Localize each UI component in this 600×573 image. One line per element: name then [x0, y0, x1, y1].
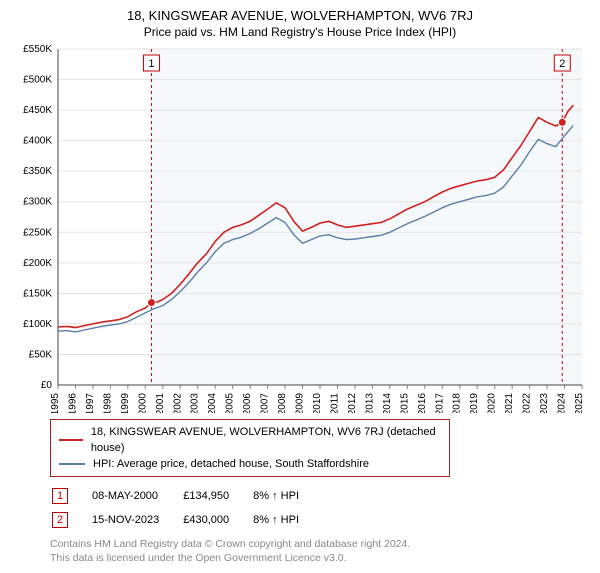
y-tick-label: £450K	[23, 105, 52, 116]
x-tick-label: 2014	[382, 393, 393, 413]
x-tick-label: 2025	[574, 393, 585, 413]
marker-row-delta: 8% ↑ HPI	[253, 485, 321, 507]
x-tick-label: 2024	[557, 393, 568, 413]
x-tick-label: 2010	[312, 393, 323, 413]
x-tick-label: 2018	[452, 393, 463, 413]
marker-row-price: £134,950	[183, 485, 251, 507]
x-tick-label: 2023	[539, 393, 550, 413]
footer: Contains HM Land Registry data © Crown c…	[50, 537, 590, 565]
chart-title: 18, KINGSWEAR AVENUE, WOLVERHAMPTON, WV6…	[10, 8, 590, 23]
markers-table: 1 08-MAY-2000£134,9508% ↑ HPI 2 15-NOV-2023…	[50, 483, 323, 533]
x-tick-label: 2021	[504, 393, 515, 413]
marker-row-delta: 8% ↑ HPI	[253, 509, 321, 531]
y-tick-label: £500K	[23, 75, 52, 86]
x-tick-label: 2004	[207, 393, 218, 413]
y-tick-label: £0	[41, 380, 53, 391]
x-tick-label: 1996	[67, 393, 78, 413]
x-tick-label: 2007	[260, 393, 271, 413]
marker-badge-text: 1	[148, 58, 154, 70]
x-tick-label: 2015	[399, 393, 410, 413]
x-tick-label: 2005	[225, 393, 236, 413]
x-tick-label: 2008	[277, 393, 288, 413]
footer-line-2: This data is licensed under the Open Gov…	[50, 551, 590, 565]
x-tick-label: 1998	[102, 393, 113, 413]
x-tick-label: 2016	[417, 393, 428, 413]
x-tick-label: 2001	[155, 393, 166, 413]
x-tick-label: 2002	[172, 393, 183, 413]
y-tick-label: £550K	[23, 44, 52, 55]
marker-row-badge: 1	[52, 488, 68, 504]
y-tick-label: £100K	[23, 319, 52, 330]
chart-area: £0 £50K £100K £150K £200K £250K £300K £350K £400…	[10, 43, 590, 413]
x-tick-label: 2017	[434, 393, 445, 413]
marker-row-badge: 2	[52, 512, 68, 528]
marker-badge-text: 2	[559, 58, 565, 70]
marker-row: 2 15-NOV-2023£430,0008% ↑ HPI	[52, 509, 321, 531]
y-tick-label: £250K	[23, 227, 52, 238]
y-tick-label: £150K	[23, 288, 52, 299]
x-tick-label: 1995	[50, 393, 61, 413]
y-tick-label: £200K	[23, 258, 52, 269]
x-tick-label: 2006	[242, 393, 253, 413]
title-block: 18, KINGSWEAR AVENUE, WOLVERHAMPTON, WV6…	[10, 8, 590, 39]
marker-row-price: £430,000	[183, 509, 251, 531]
x-tick-label: 2022	[522, 393, 533, 413]
legend-row: HPI: Average price, detached house, Sout…	[59, 456, 441, 472]
marker-dot	[147, 299, 155, 307]
x-tick-label: 1999	[120, 393, 131, 413]
legend-row: 18, KINGSWEAR AVENUE, WOLVERHAMPTON, WV6…	[59, 424, 441, 456]
x-tick-label: 2013	[364, 393, 375, 413]
marker-row-date: 08-MAY-2000	[92, 485, 181, 507]
legend-swatch	[59, 463, 85, 465]
chart-svg: £0 £50K £100K £150K £200K £250K £300K £350K £400…	[10, 43, 590, 413]
x-tick-label: 2020	[487, 393, 498, 413]
legend-label: HPI: Average price, detached house, Sout…	[93, 456, 369, 472]
x-tick-label: 2000	[137, 393, 148, 413]
footer-line-1: Contains HM Land Registry data © Crown c…	[50, 537, 590, 551]
x-tick-label: 1997	[85, 393, 96, 413]
legend-box: 18, KINGSWEAR AVENUE, WOLVERHAMPTON, WV6…	[50, 419, 450, 477]
marker-dot	[558, 118, 566, 126]
marker-row: 1 08-MAY-2000£134,9508% ↑ HPI	[52, 485, 321, 507]
x-tick-label: 2003	[190, 393, 201, 413]
x-tick-label: 2012	[347, 393, 358, 413]
chart-subtitle: Price paid vs. HM Land Registry's House …	[10, 25, 590, 39]
x-tick-label: 2009	[295, 393, 306, 413]
marker-row-date: 15-NOV-2023	[92, 509, 181, 531]
y-tick-label: £400K	[23, 136, 52, 147]
x-tick-label: 2019	[469, 393, 480, 413]
y-tick-label: £350K	[23, 166, 52, 177]
legend-swatch	[59, 439, 83, 441]
x-tick-label: 2011	[329, 393, 340, 413]
y-tick-label: £50K	[29, 349, 53, 360]
legend-label: 18, KINGSWEAR AVENUE, WOLVERHAMPTON, WV6…	[91, 424, 441, 456]
plot-shade	[151, 49, 582, 385]
y-tick-label: £300K	[23, 197, 52, 208]
